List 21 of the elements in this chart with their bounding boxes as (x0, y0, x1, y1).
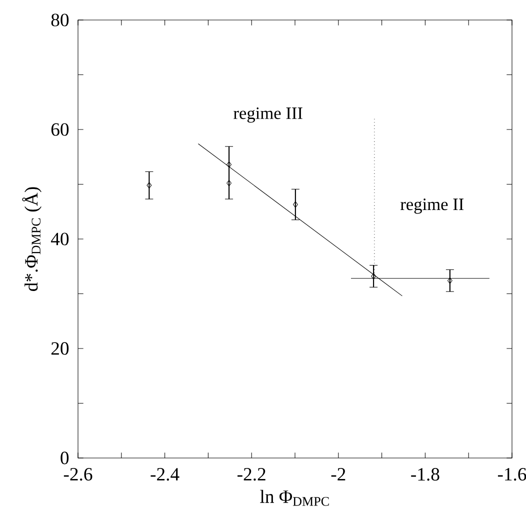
x-tick-label: -2.2 (238, 468, 266, 481)
point (226, 161, 232, 168)
y-tick-label: 40 (50, 232, 69, 246)
point (292, 201, 298, 208)
x-axis-title: ln Φ$_{DMPC}$ (260, 490, 329, 506)
y-tick-label: 60 (51, 123, 69, 136)
x-tick-label: -1.6 (498, 468, 526, 481)
y-tick-label: 80 (51, 14, 69, 26)
x-tick-label: -2.4 (150, 468, 180, 481)
x-tick-label: -2.6 (64, 468, 92, 481)
point (146, 182, 152, 189)
x-tick-label: -1.8 (411, 468, 440, 481)
annotation: regime II (400, 198, 464, 214)
y-tick-label: 0 (60, 452, 69, 464)
x-tick-label: -2 (331, 468, 346, 480)
y-tick-label: 20 (51, 342, 69, 355)
y-axis-title: d*.Φ$_{DMPC}$ (Å) (22, 187, 42, 291)
point (447, 277, 452, 284)
point (371, 273, 376, 280)
annotation: regime III (234, 107, 302, 123)
point (226, 180, 232, 186)
